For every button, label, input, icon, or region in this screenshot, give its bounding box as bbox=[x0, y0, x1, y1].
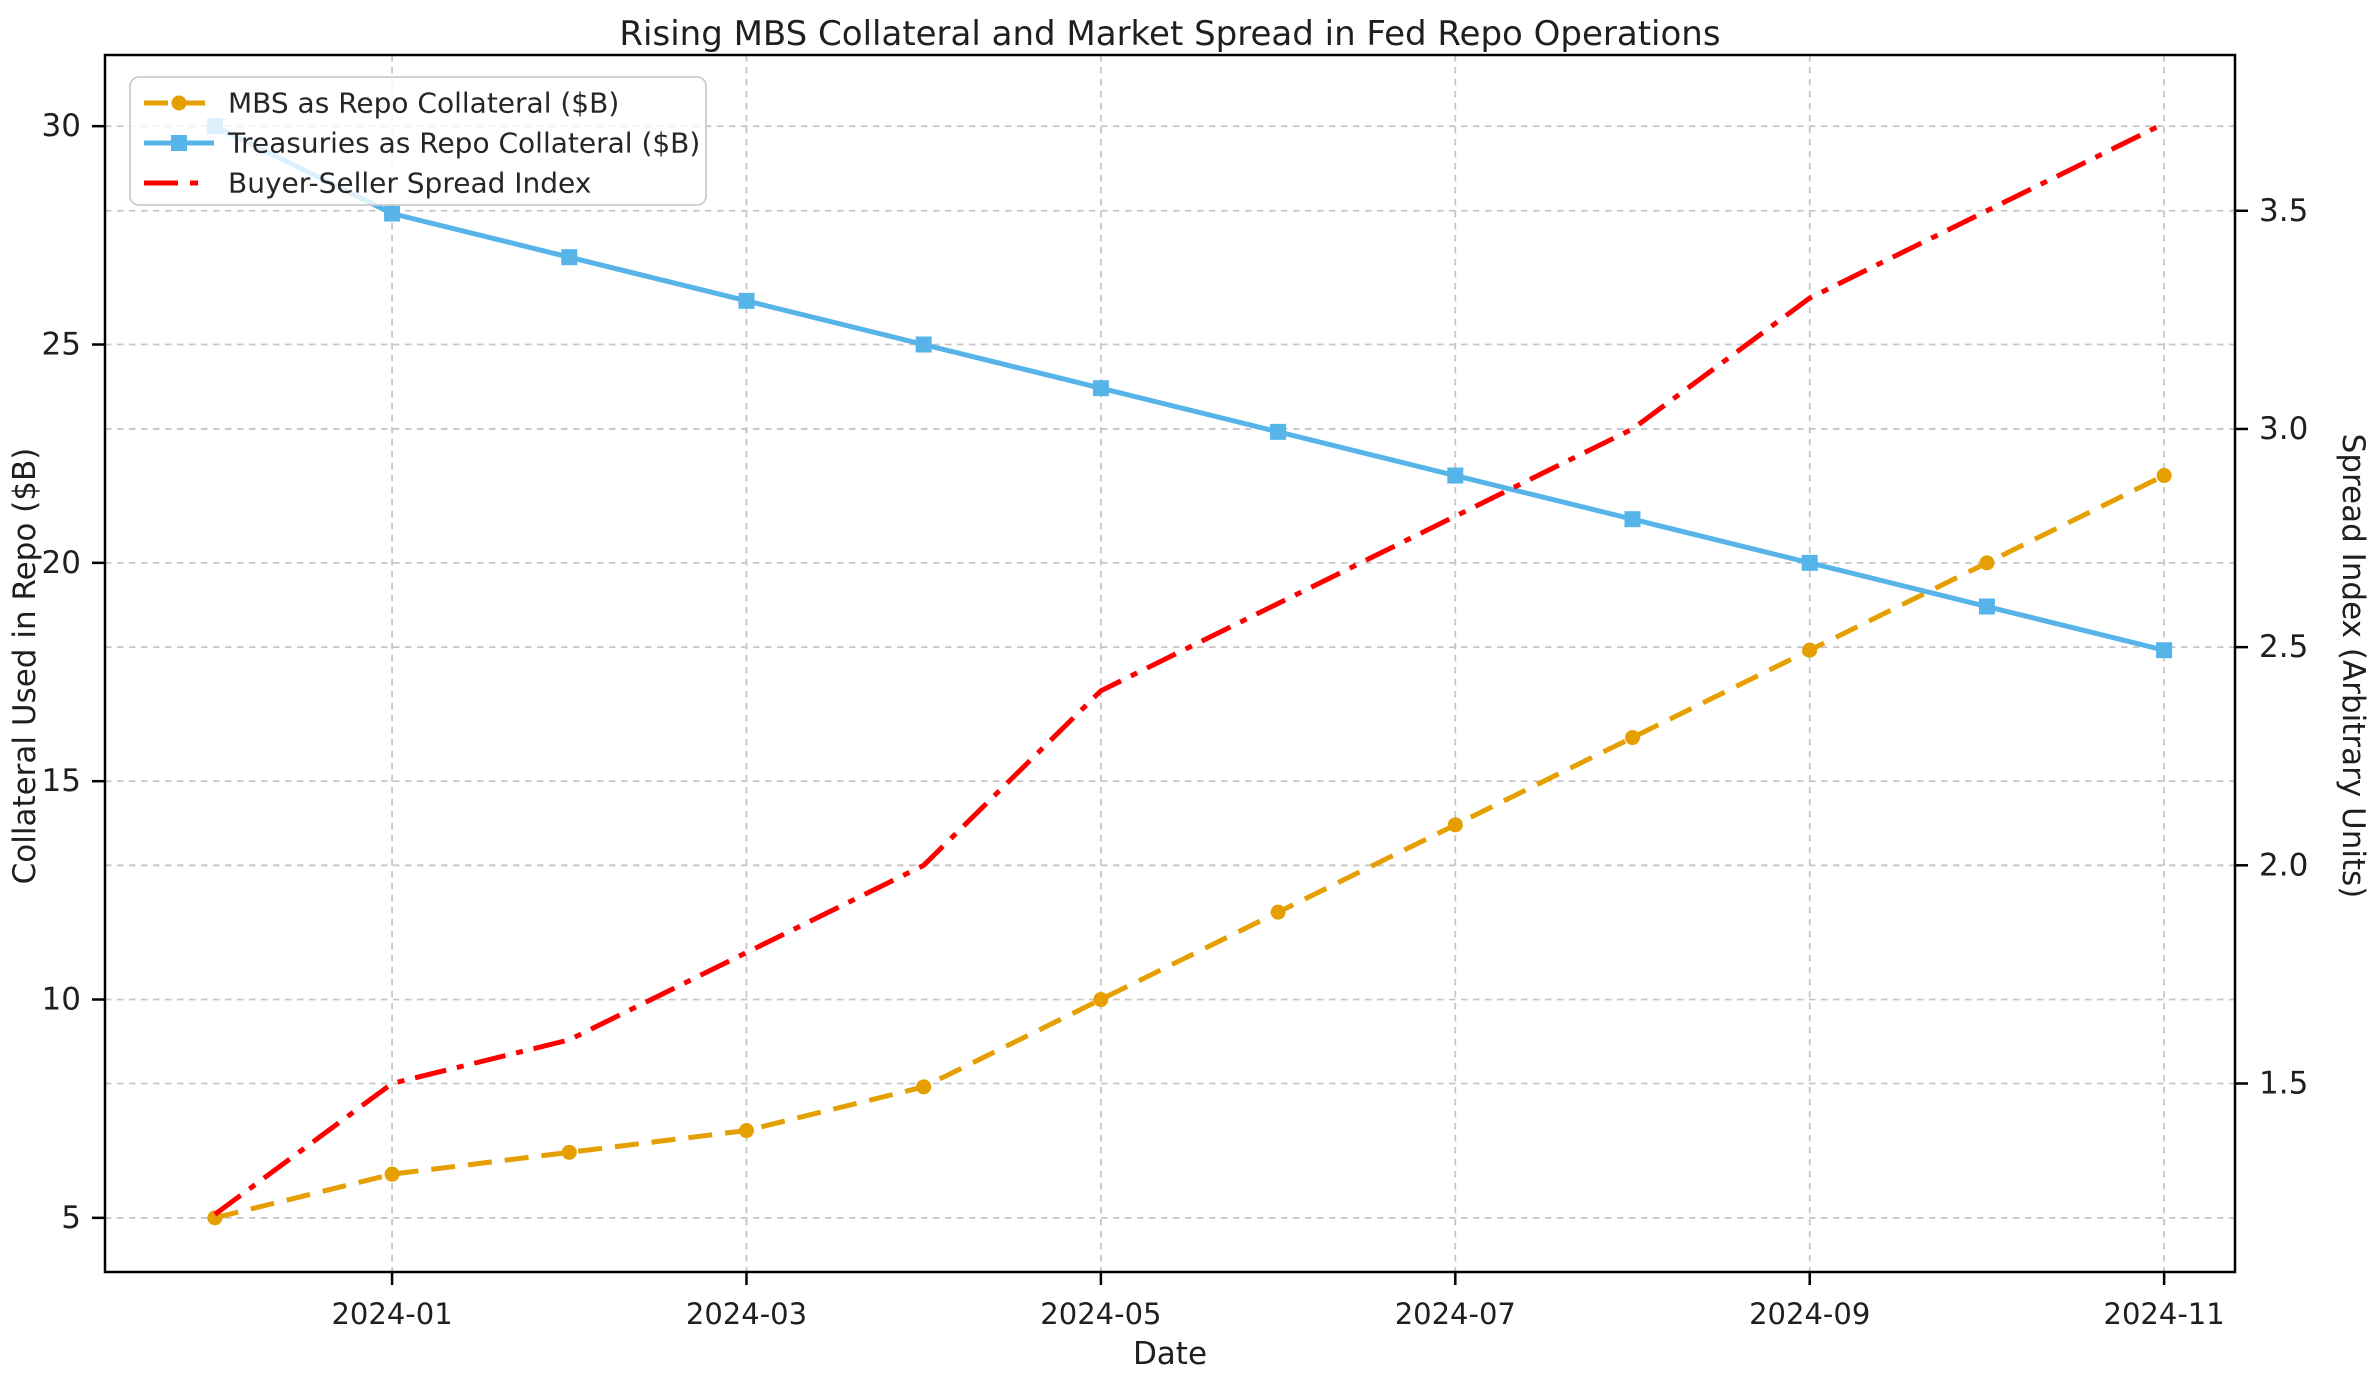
data-point-marker bbox=[1092, 380, 1109, 397]
x-tick-label: 2024-07 bbox=[1395, 1297, 1516, 1331]
axes-spines bbox=[103, 53, 2237, 1274]
x-tick-label: 2024-11 bbox=[2104, 1297, 2225, 1331]
legend-label: Buyer-Seller Spread Index bbox=[228, 167, 591, 200]
legend-marker bbox=[171, 95, 187, 111]
legend-marker bbox=[171, 135, 187, 151]
x-tick-label: 2024-03 bbox=[686, 1297, 807, 1331]
tick-marks bbox=[92, 124, 2248, 1285]
data-point-marker bbox=[738, 1123, 754, 1139]
left-tick-label: 25 bbox=[42, 327, 81, 363]
left-tick-label: 15 bbox=[42, 763, 81, 799]
data-point-marker bbox=[1625, 730, 1641, 746]
left-tick-label: 10 bbox=[42, 982, 81, 1018]
left-tick-label: 5 bbox=[61, 1200, 81, 1236]
legend-label: MBS as Repo Collateral ($B) bbox=[228, 87, 619, 120]
gridlines bbox=[105, 55, 2235, 1272]
series-line bbox=[213, 121, 2166, 1217]
data-point-marker bbox=[384, 1166, 400, 1182]
data-point-marker bbox=[2156, 642, 2173, 659]
x-axis-label: Date bbox=[1132, 1336, 1208, 1372]
left-tick-label: 30 bbox=[42, 108, 81, 144]
data-point-marker bbox=[2156, 468, 2172, 484]
x-tick-label: 2024-09 bbox=[1749, 1297, 1870, 1331]
data-point-marker bbox=[916, 1079, 932, 1095]
right-y-axis-label: Spread Index (Arbitrary Units) bbox=[2335, 433, 2371, 899]
right-tick-label: 3.0 bbox=[2259, 411, 2308, 447]
data-point-marker bbox=[1093, 992, 1109, 1008]
data-point-marker bbox=[738, 292, 755, 309]
series-spread bbox=[213, 121, 2166, 1217]
right-tick-label: 1.5 bbox=[2259, 1065, 2308, 1101]
series-mbs bbox=[207, 468, 2172, 1226]
legend-item: MBS as Repo Collateral ($B) bbox=[144, 87, 619, 120]
series-line bbox=[213, 123, 2165, 653]
x-tick-label: 2024-05 bbox=[1040, 1297, 1161, 1331]
x-tick-label: 2024-01 bbox=[331, 1297, 452, 1331]
data-point-marker bbox=[1624, 511, 1641, 528]
series-treasuries bbox=[206, 118, 2173, 659]
legend-item: Treasuries as Repo Collateral ($B) bbox=[144, 127, 700, 160]
data-point-marker bbox=[915, 336, 932, 353]
data-point-marker bbox=[1447, 817, 1463, 833]
series-line bbox=[214, 473, 2166, 1221]
data-point-marker bbox=[1270, 423, 1287, 440]
data-point-marker bbox=[1802, 642, 1818, 658]
legend-item: Buyer-Seller Spread Index bbox=[144, 167, 591, 200]
data-point-marker bbox=[1801, 554, 1818, 571]
legend: MBS as Repo Collateral ($B) Treasuries as… bbox=[129, 76, 707, 206]
data-point-marker bbox=[1979, 555, 1995, 571]
data-point-marker bbox=[561, 1144, 577, 1160]
chart-title: Rising MBS Collateral and Market Spread … bbox=[619, 14, 1721, 54]
data-point-marker bbox=[384, 205, 401, 222]
data-point-marker bbox=[1978, 598, 1995, 615]
legend-label: Treasuries as Repo Collateral ($B) bbox=[227, 127, 700, 160]
data-point-marker bbox=[1447, 467, 1464, 484]
left-y-axis-label: Collateral Used in Repo ($B) bbox=[7, 447, 43, 885]
right-tick-label: 3.5 bbox=[2259, 193, 2308, 229]
left-tick-label: 20 bbox=[42, 545, 81, 581]
data-point-marker bbox=[561, 249, 578, 266]
right-tick-label: 2.5 bbox=[2259, 629, 2308, 665]
data-point-marker bbox=[1270, 904, 1286, 920]
legend-box bbox=[129, 76, 707, 206]
right-tick-label: 2.0 bbox=[2259, 847, 2308, 883]
